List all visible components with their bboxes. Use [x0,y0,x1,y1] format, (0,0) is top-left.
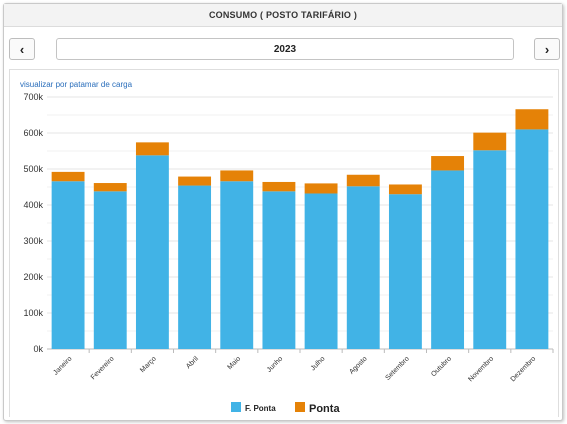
bar-f-ponta [388,194,422,349]
bar-ponta [178,176,212,186]
bar-ponta [220,170,254,182]
view-by-load-level-link[interactable]: visualizar por patamar de carga [20,80,133,89]
x-tick-label: Março [139,355,158,374]
legend-label-ponta: Ponta [309,403,340,415]
bar-f-ponta [515,129,549,349]
bar-f-ponta [220,181,254,349]
legend-swatch-ponta [295,402,305,412]
bar-ponta [304,183,338,194]
bar-f-ponta [93,191,127,349]
x-tick-label: Janeiro [52,355,73,376]
chevron-left-icon: ‹ [19,41,25,57]
x-tick-label: Agosto [348,355,368,375]
bar-ponta [135,142,169,156]
bar-ponta [473,132,507,151]
prev-year-button[interactable]: ‹ [9,38,35,60]
next-year-button[interactable]: › [534,38,560,60]
y-tick-label: 500k [23,164,43,174]
y-tick-label: 300k [23,236,43,246]
y-tick-label: 600k [23,128,43,138]
bar-f-ponta [304,193,338,349]
bar-ponta [515,109,549,130]
bar-f-ponta [178,185,212,349]
bar-f-ponta [262,191,296,349]
y-tick-label: 400k [23,200,43,210]
bar-ponta [262,181,296,192]
y-tick-label: 700k [23,92,43,102]
bar-ponta [93,183,127,192]
bar-f-ponta [346,186,380,349]
bar-f-ponta [431,170,465,349]
bar-ponta [51,171,85,182]
x-tick-label: Novembro [467,355,495,383]
bar-f-ponta [473,150,507,349]
x-tick-label: Dezembro [510,355,538,383]
x-tick-label: Maio [226,355,242,371]
x-tick-label: Julho [310,355,327,372]
bar-ponta [346,174,380,187]
y-tick-label: 0k [33,344,43,354]
x-tick-label: Outubro [430,355,453,378]
x-tick-label: Abril [185,355,200,370]
year-display: 2023 [56,38,514,60]
x-tick-label: Fevereiro [90,355,116,381]
legend-swatch-f-ponta [231,402,241,412]
x-tick-label: Setembro [384,355,410,381]
bar-ponta [431,156,465,171]
bar-f-ponta [135,155,169,349]
y-tick-label: 100k [23,308,43,318]
y-tick-label: 200k [23,272,43,282]
legend-label-f-ponta: F. Ponta [245,404,276,413]
chevron-right-icon: › [544,41,550,57]
bar-f-ponta [51,181,85,349]
x-tick-label: Junho [266,355,285,374]
bar-ponta [388,184,422,195]
widget-header: CONSUMO ( POSTO TARIFÁRIO ) [4,4,562,27]
